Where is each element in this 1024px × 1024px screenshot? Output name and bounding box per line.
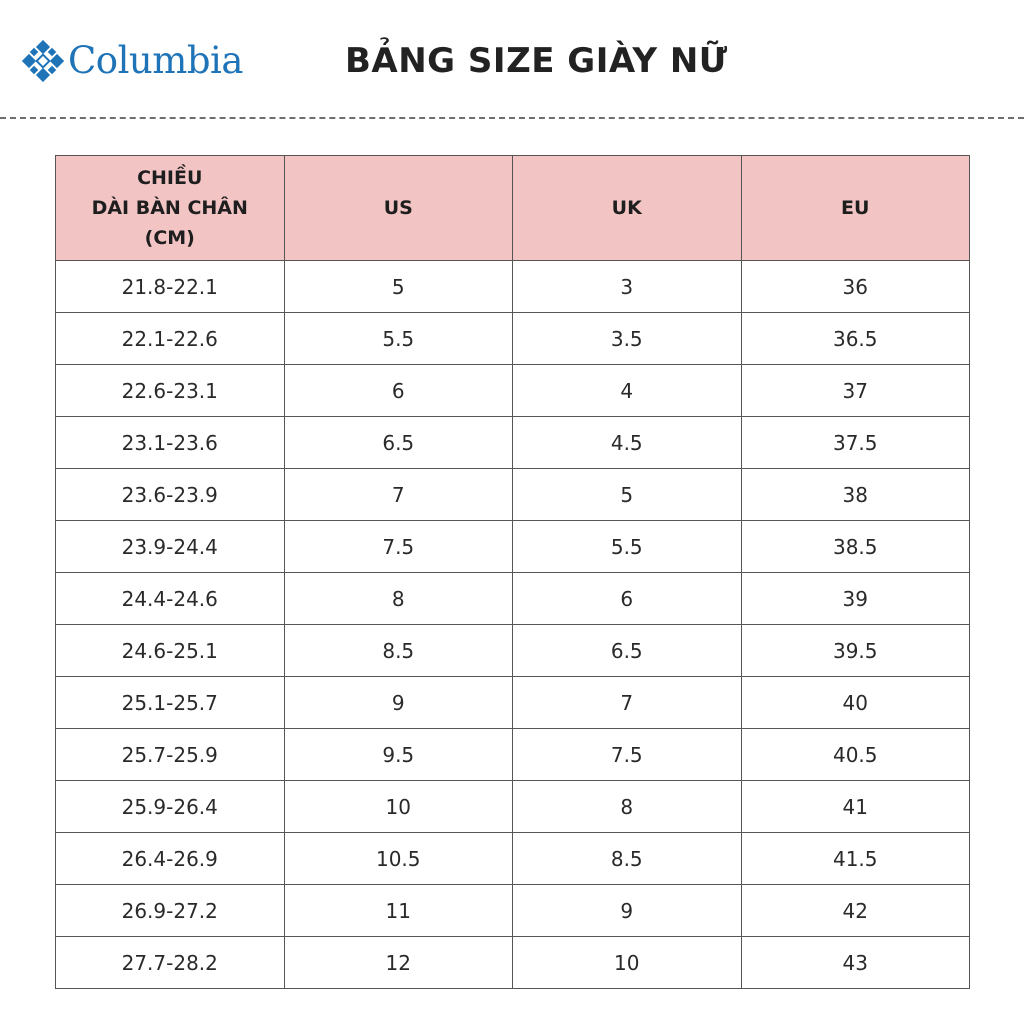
uk-size-cell: 7.5: [512, 728, 742, 781]
table-row: 25.7-25.9 9.5 7.5 40.5: [55, 728, 970, 781]
uk-size-cell: 7: [512, 676, 742, 729]
eu-size-cell: 42: [740, 884, 970, 937]
table-row: 22.1-22.6 5.5 3.5 36.5: [55, 312, 970, 365]
eu-size-cell: 41.5: [740, 832, 970, 885]
eu-size-cell: 41: [740, 780, 970, 833]
uk-size-cell: 6: [512, 572, 742, 625]
foot-length-cell: 23.9-24.4: [55, 520, 285, 573]
columbia-logo: Columbia: [22, 38, 243, 84]
foot-length-cell: 22.6-23.1: [55, 364, 285, 417]
uk-size-cell: 3.5: [512, 312, 742, 365]
foot-length-cell: 26.4-26.9: [55, 832, 285, 885]
table-row: 22.6-23.1 6 4 37: [55, 364, 970, 417]
foot-length-cell: 23.1-23.6: [55, 416, 285, 469]
eu-size-cell: 37: [740, 364, 970, 417]
table-row: 24.4-24.6 8 6 39: [55, 572, 970, 625]
foot-length-cell: 24.6-25.1: [55, 624, 285, 677]
uk-size-cell: 4.5: [512, 416, 742, 469]
eu-size-cell: 38.5: [740, 520, 970, 573]
table-header-row: CHIỀU DÀI BÀN CHÂN (CM) US UK EU: [55, 155, 970, 261]
eu-size-cell: 38: [740, 468, 970, 521]
header-foot-length-line-2: DÀI BÀN CHÂN: [91, 197, 248, 219]
table-row: 24.6-25.1 8.5 6.5 39.5: [55, 624, 970, 677]
uk-size-cell: 4: [512, 364, 742, 417]
eu-size-cell: 39: [740, 572, 970, 625]
uk-size-cell: 10: [512, 936, 742, 989]
uk-size-cell: 8.5: [512, 832, 742, 885]
table-row: 26.9-27.2 11 9 42: [55, 884, 970, 937]
uk-size-cell: 5: [512, 468, 742, 521]
eu-size-cell: 39.5: [740, 624, 970, 677]
foot-length-cell: 25.7-25.9: [55, 728, 285, 781]
table-row: 23.1-23.6 6.5 4.5 37.5: [55, 416, 970, 469]
table-row: 23.9-24.4 7.5 5.5 38.5: [55, 520, 970, 573]
table-row: 25.9-26.4 10 8 41: [55, 780, 970, 833]
us-size-cell: 6: [283, 364, 513, 417]
eu-size-cell: 37.5: [740, 416, 970, 469]
us-size-cell: 12: [283, 936, 513, 989]
size-table: CHIỀU DÀI BÀN CHÂN (CM) US UK EU 21.8-22…: [55, 155, 970, 989]
columbia-diamond-icon: [22, 40, 64, 82]
foot-length-cell: 23.6-23.9: [55, 468, 285, 521]
table-body: 21.8-22.1 5 3 36 22.1-22.6 5.5 3.5 36.5 22.6-23.…: [55, 260, 970, 989]
uk-size-cell: 8: [512, 780, 742, 833]
foot-length-cell: 21.8-22.1: [55, 260, 285, 313]
us-size-cell: 10.5: [283, 832, 513, 885]
header-foot-length-line-1: CHIỀU: [137, 167, 203, 189]
foot-length-cell: 27.7-28.2: [55, 936, 285, 989]
foot-length-cell: 26.9-27.2: [55, 884, 285, 937]
brand-name: Columbia: [68, 39, 243, 82]
header-foot-length-line-3: (CM): [144, 227, 195, 249]
us-size-cell: 11: [283, 884, 513, 937]
us-size-cell: 8: [283, 572, 513, 625]
us-size-cell: 5: [283, 260, 513, 313]
header-eu: EU: [740, 155, 970, 261]
header-us: US: [283, 155, 513, 261]
table-row: 26.4-26.9 10.5 8.5 41.5: [55, 832, 970, 885]
us-size-cell: 8.5: [283, 624, 513, 677]
table-row: 23.6-23.9 7 5 38: [55, 468, 970, 521]
eu-size-cell: 40.5: [740, 728, 970, 781]
us-size-cell: 5.5: [283, 312, 513, 365]
eu-size-cell: 43: [740, 936, 970, 989]
uk-size-cell: 9: [512, 884, 742, 937]
header-foot-length: CHIỀU DÀI BÀN CHÂN (CM): [55, 155, 285, 261]
us-size-cell: 7.5: [283, 520, 513, 573]
dashed-divider: [0, 117, 1024, 119]
us-size-cell: 9: [283, 676, 513, 729]
foot-length-cell: 24.4-24.6: [55, 572, 285, 625]
table-row: 25.1-25.7 9 7 40: [55, 676, 970, 729]
page-header: Columbia BẢNG SIZE GIÀY NỮ: [0, 0, 1024, 118]
foot-length-cell: 25.9-26.4: [55, 780, 285, 833]
uk-size-cell: 5.5: [512, 520, 742, 573]
header-uk: UK: [512, 155, 742, 261]
uk-size-cell: 6.5: [512, 624, 742, 677]
eu-size-cell: 40: [740, 676, 970, 729]
us-size-cell: 10: [283, 780, 513, 833]
eu-size-cell: 36: [740, 260, 970, 313]
eu-size-cell: 36.5: [740, 312, 970, 365]
us-size-cell: 9.5: [283, 728, 513, 781]
table-row: 27.7-28.2 12 10 43: [55, 936, 970, 989]
uk-size-cell: 3: [512, 260, 742, 313]
foot-length-cell: 25.1-25.7: [55, 676, 285, 729]
us-size-cell: 7: [283, 468, 513, 521]
page-title: BẢNG SIZE GIÀY NỮ: [345, 41, 728, 81]
foot-length-cell: 22.1-22.6: [55, 312, 285, 365]
table-row: 21.8-22.1 5 3 36: [55, 260, 970, 313]
us-size-cell: 6.5: [283, 416, 513, 469]
